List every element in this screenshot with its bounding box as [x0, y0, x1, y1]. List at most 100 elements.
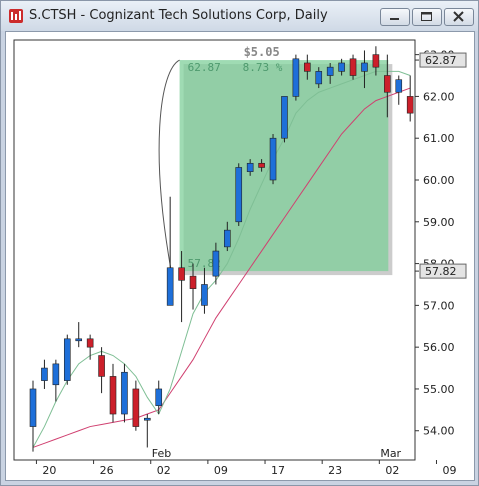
candle-body [269, 137, 277, 181]
candle-body [52, 363, 60, 386]
close-button[interactable] [444, 8, 474, 26]
candle-body [29, 388, 37, 427]
candle [166, 196, 174, 306]
x-tick-label: 23 [328, 464, 342, 477]
x-axis: 20 26 02 09 17 23 02 09 Feb Mar [35, 447, 456, 477]
candle [155, 380, 163, 415]
annotation-low-label: 57.82 [188, 257, 221, 270]
window-title: S.CTSH - Cognizant Tech Solutions Corp, … [29, 8, 328, 23]
y-tick-label: 60.00 [423, 174, 455, 187]
candle-body [292, 58, 300, 97]
candle [292, 54, 300, 101]
annotation-change-label: $5.05 [244, 45, 280, 59]
candle-body [189, 275, 197, 289]
x-tick-label: 09 [214, 464, 228, 477]
x-month-label: Mar [380, 447, 401, 460]
candle-body [224, 229, 231, 248]
candle-body [349, 58, 357, 76]
price-tag-label: 62.87 [425, 54, 457, 67]
candle-body [166, 267, 174, 306]
candle-body [406, 96, 414, 114]
candle [212, 242, 220, 285]
y-tick-label: 57.00 [423, 299, 455, 312]
x-tick-label: 02 [157, 464, 171, 477]
candle [384, 54, 391, 118]
candle [258, 159, 265, 172]
candle [63, 334, 71, 385]
candle-body [41, 367, 48, 381]
title-bar: S.CTSH - Cognizant Tech Solutions Corp, … [1, 1, 478, 31]
candle [109, 363, 117, 423]
x-tick-label: 17 [271, 464, 285, 477]
candle-body [212, 250, 220, 277]
candle [201, 267, 208, 314]
candle [315, 67, 323, 89]
candle [235, 163, 243, 226]
candle [132, 380, 140, 431]
candle [395, 75, 403, 105]
x-month-label: Feb [152, 447, 171, 460]
x-tick-label: 09 [442, 464, 456, 477]
candle-body [395, 79, 403, 93]
candle [144, 414, 151, 448]
measure-box [179, 60, 389, 272]
candle [361, 50, 368, 89]
candle-body [109, 376, 117, 415]
price-tag-box [419, 52, 467, 68]
candle-body [338, 62, 345, 72]
candle-body [258, 162, 265, 168]
candle-body [121, 371, 128, 415]
candle [304, 54, 311, 80]
y-tick-label: 59.00 [423, 216, 455, 229]
chart-area: 54.0055.0056.0057.0058.0059.0060.0061.00… [5, 31, 475, 481]
candle [281, 96, 288, 143]
candle-body [361, 62, 368, 72]
candle [86, 334, 94, 360]
candle [246, 159, 254, 176]
candle [349, 54, 357, 80]
candle [189, 263, 197, 310]
candle-body [326, 66, 334, 76]
candle-body [75, 338, 83, 342]
y-tick-label: 55.00 [423, 383, 455, 396]
minimize-icon [390, 18, 399, 20]
y-tick-label: 56.00 [423, 341, 455, 354]
price-tags: 62.87 57.82 [415, 52, 467, 279]
candle-body [144, 417, 151, 421]
candle-body [384, 75, 391, 93]
candle-body [315, 71, 323, 85]
x-tick-label: 02 [385, 464, 399, 477]
y-tick-label: 61.00 [423, 132, 455, 145]
candle-body [246, 162, 254, 172]
close-icon [453, 11, 464, 22]
sma-slow-line [32, 87, 411, 448]
price-tag-label: 57.82 [425, 265, 457, 278]
candle [406, 75, 414, 122]
candle [41, 359, 48, 389]
minimize-button[interactable] [380, 8, 410, 26]
candle [121, 363, 128, 423]
y-axis: 54.0055.0056.0057.0058.0059.0060.0061.00… [415, 49, 455, 438]
measure-arc [158, 59, 180, 274]
candle [178, 251, 185, 323]
y-tick-label: 54.00 [423, 425, 455, 438]
x-tick-label: 26 [100, 464, 114, 477]
candle-body [372, 54, 380, 68]
maximize-button[interactable] [412, 8, 442, 26]
chart-app-icon [9, 9, 23, 23]
candle-body [281, 96, 288, 139]
candle [52, 359, 60, 402]
sma-fast-line [32, 70, 411, 448]
candle [372, 46, 380, 76]
candle-body [132, 388, 140, 427]
candle-body [304, 62, 311, 72]
y-tick-label: 62.00 [423, 90, 455, 103]
candle-body [98, 355, 105, 377]
candle-body [201, 284, 208, 306]
candle [326, 62, 334, 84]
candle-body [86, 338, 94, 348]
annotation-high-label: 62.87 [188, 61, 221, 74]
candle-body [178, 267, 185, 281]
candlestick-chart: 54.0055.0056.0057.0058.0059.0060.0061.00… [13, 39, 467, 477]
